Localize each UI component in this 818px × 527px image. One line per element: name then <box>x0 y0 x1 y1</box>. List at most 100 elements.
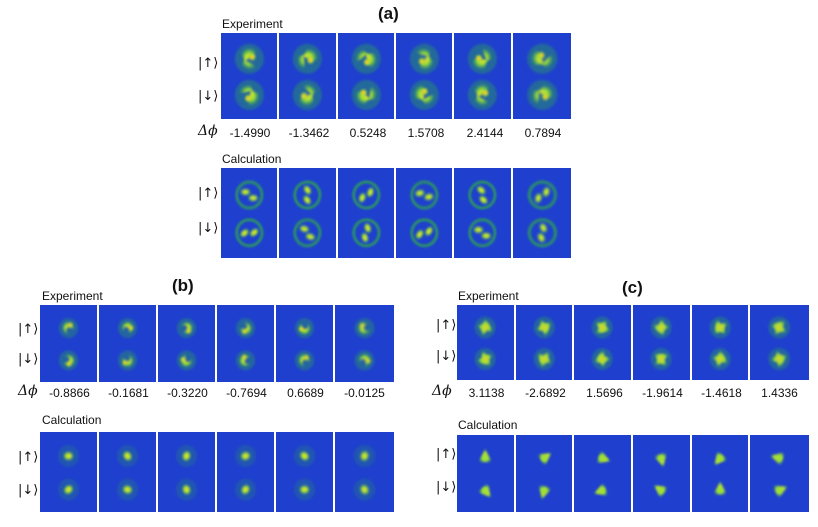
panel-a-calculation-strip-tile-4 <box>395 168 455 258</box>
panel-c-experiment-strip-tile-5 <box>691 305 751 380</box>
density-cloud-down <box>353 478 376 501</box>
panel-a-experiment-strip-tile-5 <box>454 33 513 119</box>
density-cloud-up <box>533 316 555 339</box>
density-cloud-down <box>175 478 198 501</box>
density-cloud-down <box>711 480 729 497</box>
panel-b-dphi-5: 0.6689 <box>287 386 324 400</box>
density-cloud-down <box>468 218 497 248</box>
density-cloud-down <box>351 79 381 110</box>
density-cloud-up <box>57 445 80 467</box>
density-cloud-down <box>526 79 558 110</box>
panel-c-dphi-5: -1.4618 <box>701 386 742 400</box>
panel-b-dphi-3: -0.3220 <box>167 386 208 400</box>
panel-b-experiment-strip-tile-4 <box>217 305 276 382</box>
panel-c-state-up: |↑⟩ <box>436 318 457 333</box>
density-cloud-up <box>294 318 315 339</box>
panel-c-label: (c) <box>622 278 643 297</box>
panel-c-experiment-strip <box>457 305 809 380</box>
density-cloud-down <box>354 350 375 371</box>
density-cloud-up <box>293 445 316 467</box>
panel-b-calculation-label: Calculation <box>42 413 102 427</box>
density-cloud-up <box>353 445 376 467</box>
panel-c-calc-state-down: |↓⟩ <box>436 480 457 495</box>
panel-c-dphi-6: 1.4336 <box>761 386 798 400</box>
density-cloud-up <box>476 448 494 465</box>
density-cloud-up <box>235 318 256 339</box>
panel-c-calculation-strip-tile-2 <box>515 435 575 512</box>
panel-b-calculation-strip <box>40 432 394 512</box>
panel-a-calculation-strip-tile-5 <box>454 168 513 258</box>
panel-c-calculation-strip-tile-6 <box>750 435 809 512</box>
density-cloud-up <box>410 180 439 210</box>
panel-a-calculation-strip-tile-1 <box>221 168 280 258</box>
panel-b-calc-state-down: |↓⟩ <box>18 483 39 498</box>
panel-c-dphi-1: 3.1138 <box>468 386 505 400</box>
panel-c-experiment-strip-tile-3 <box>574 305 633 380</box>
density-cloud-up <box>769 450 788 469</box>
panel-c-experiment-strip-tile-4 <box>632 305 692 380</box>
density-cloud-down <box>527 218 557 248</box>
panel-b-experiment-strip-tile-1 <box>40 305 99 382</box>
density-cloud-down <box>770 484 789 502</box>
panel-c-calculation-label: Calculation <box>458 418 518 432</box>
panel-c-experiment-strip-tile-6 <box>750 305 809 380</box>
density-cloud-up <box>351 43 381 74</box>
panel-a-calculation-strip-tile-6 <box>512 168 571 258</box>
panel-a-experiment-label: Experiment <box>222 17 283 31</box>
panel-a-calculation-strip-tile-3 <box>337 168 396 258</box>
panel-b-calculation-strip-tile-3 <box>158 432 217 512</box>
panel-b-calculation-strip-tile-2 <box>99 432 158 512</box>
panel-b-dphi-label: Δϕ <box>18 383 38 399</box>
panel-a-calculation-label: Calculation <box>222 152 282 166</box>
panel-b-state-up: |↑⟩ <box>18 322 39 337</box>
density-cloud-down <box>234 478 257 501</box>
density-cloud-down <box>293 218 322 248</box>
panel-a-label: (a) <box>378 4 399 23</box>
panel-b-experiment-strip-tile-5 <box>276 305 335 382</box>
panel-a-dphi-5: 2.4144 <box>466 126 504 140</box>
panel-a-dphi-label: Δϕ <box>198 123 218 139</box>
density-cloud-up <box>58 318 79 339</box>
panel-c-state-down: |↓⟩ <box>436 349 457 364</box>
density-cloud-up <box>650 316 672 339</box>
panel-c-calculation-strip-tile-1 <box>457 435 516 512</box>
density-cloud-down <box>293 478 316 501</box>
density-cloud-up <box>534 452 552 469</box>
panel-b-calculation-strip-tile-1 <box>40 432 99 512</box>
density-cloud-down <box>410 218 439 248</box>
panel-c-dphi-4: -1.9614 <box>642 386 683 400</box>
density-cloud-down <box>409 79 439 110</box>
panel-a-calc-state-up: |↑⟩ <box>198 186 219 201</box>
panel-c-dphi-label: Δϕ <box>432 383 452 399</box>
panel-b-experiment-strip-tile-3 <box>158 305 217 382</box>
density-cloud-up <box>116 445 139 467</box>
panel-a-calculation-strip-tile-2 <box>279 168 338 258</box>
density-cloud-up <box>468 43 498 74</box>
panel-a-state-up: |↑⟩ <box>198 56 219 71</box>
panel-a-dphi-4: 1.5708 <box>407 126 445 140</box>
panel-b-experiment-strip-tile-2 <box>99 305 158 382</box>
density-cloud-up <box>768 316 791 339</box>
density-cloud-up <box>409 43 439 74</box>
density-cloud-down <box>709 348 731 370</box>
density-cloud-down <box>234 79 264 110</box>
panel-b-state-down: |↓⟩ <box>18 352 39 367</box>
density-cloud-up <box>354 318 375 339</box>
panel-a-calculation-strip <box>221 168 571 258</box>
panel-a-dphi-6: 0.7894 <box>524 126 562 140</box>
density-cloud-up <box>474 316 496 339</box>
density-cloud-up <box>293 180 322 210</box>
density-cloud-down <box>293 79 323 110</box>
panel-c-dphi-3: 1.5696 <box>586 386 623 400</box>
density-cloud-up <box>352 180 380 210</box>
density-cloud-down <box>176 350 197 371</box>
panel-c-calc-state-up: |↑⟩ <box>436 447 457 462</box>
panel-b-dphi-1: -0.8866 <box>49 386 90 400</box>
density-cloud-up <box>468 180 497 210</box>
density-cloud-down <box>593 479 611 497</box>
panel-b-calculation-strip-tile-4 <box>217 432 276 512</box>
panel-a-dphi-1: -1.4990 <box>229 126 271 140</box>
density-cloud-down <box>533 348 555 370</box>
panel-c-calculation-strip <box>457 435 809 512</box>
panel-c-experiment-label: Experiment <box>458 289 519 303</box>
